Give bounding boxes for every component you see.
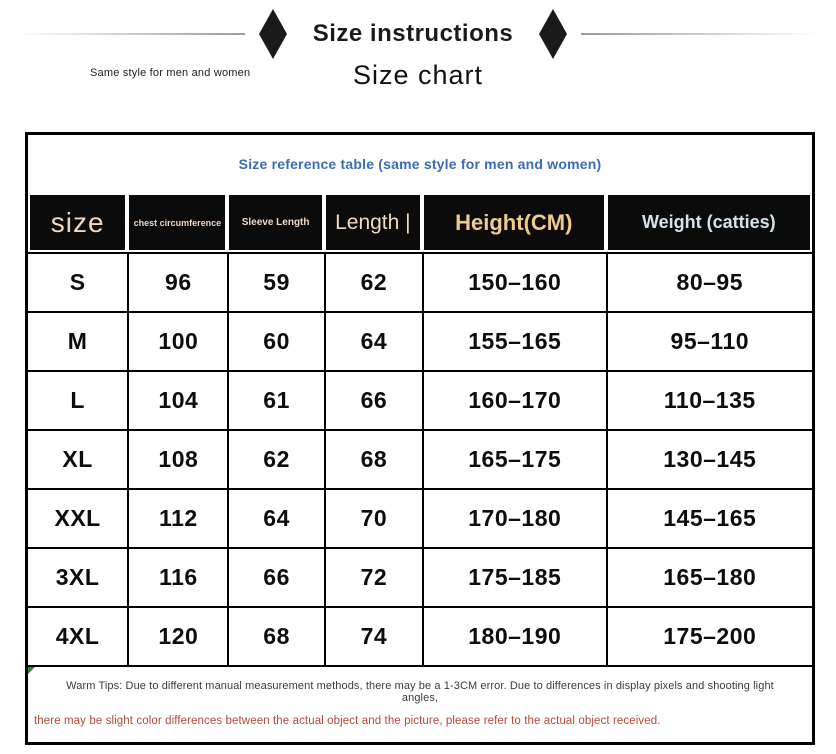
size-chart-subtitle: Size chart — [352, 60, 484, 90]
chest-cell: 96 — [127, 254, 227, 311]
length-cell: 66 — [323, 372, 422, 429]
weight-cell: 80–95 — [605, 254, 812, 311]
height-cell: 160–170 — [421, 372, 606, 429]
size-cell: XL — [62, 446, 93, 472]
sleeve-cell: 66 — [227, 549, 323, 606]
height-cell: 155–165 — [421, 313, 606, 370]
height-cell: 150–160 — [421, 254, 606, 311]
table-caption: Size reference table (same style for men… — [238, 156, 602, 172]
length-cell: 74 — [323, 608, 422, 665]
weight-cell: 110–135 — [605, 372, 812, 429]
sleeve-cell: 62 — [227, 431, 323, 488]
table-row: L 104 61 66 160–170 110–135 — [28, 370, 812, 429]
banner-title: Size instructions — [312, 20, 514, 47]
header-sleeve-length: Sleeve Length — [227, 193, 324, 252]
left-divider-line — [16, 33, 245, 35]
chest-cell: 112 — [127, 490, 227, 547]
table-row: XL 108 62 68 165–175 130–145 — [28, 429, 812, 488]
sleeve-cell: 59 — [227, 254, 323, 311]
unisex-note: Same style for men and women — [90, 67, 251, 79]
height-cell: 165–175 — [421, 431, 606, 488]
size-cell: L — [70, 387, 85, 413]
length-cell: 68 — [323, 431, 422, 488]
weight-cell: 145–165 — [605, 490, 812, 547]
banner: Size instructions — [0, 9, 836, 59]
diamond-icon — [539, 9, 568, 59]
header-chest-circumference: chest circumference — [127, 193, 228, 252]
weight-cell: 165–180 — [605, 549, 812, 606]
diamond-icon — [258, 9, 287, 59]
table-row: XXL 112 64 70 170–180 145–165 — [28, 488, 812, 547]
chest-cell: 100 — [127, 313, 227, 370]
chest-cell: 116 — [127, 549, 227, 606]
sleeve-cell: 68 — [227, 608, 323, 665]
warm-tips-line1: Warm Tips: Due to different manual measu… — [66, 680, 774, 704]
cell-corner-marker — [28, 667, 35, 674]
header-weight-catties: Weight (catties) — [605, 193, 812, 252]
table-row: S 96 59 62 150–160 80–95 — [28, 252, 812, 311]
height-cell: 175–185 — [421, 549, 606, 606]
weight-cell: 175–200 — [605, 608, 812, 665]
header-height-cm: Height(CM) — [421, 193, 606, 252]
header-length: Length | — [323, 193, 422, 252]
sleeve-cell: 60 — [227, 313, 323, 370]
size-cell: 4XL — [55, 623, 100, 649]
size-table: Size reference table (same style for men… — [25, 132, 815, 745]
table-row: 3XL 116 66 72 175–185 165–180 — [28, 547, 812, 606]
size-cell: M — [67, 328, 88, 354]
weight-cell: 130–145 — [605, 431, 812, 488]
table-row: M 100 60 64 155–165 95–110 — [28, 311, 812, 370]
length-cell: 72 — [323, 549, 422, 606]
size-cell: S — [69, 269, 86, 295]
chest-cell: 108 — [127, 431, 227, 488]
header-size: size — [28, 193, 128, 252]
size-cell: 3XL — [55, 564, 100, 590]
table-caption-row: Size reference table (same style for men… — [28, 135, 812, 193]
height-cell: 180–190 — [421, 608, 606, 665]
right-divider-line — [581, 33, 820, 35]
length-cell: 64 — [323, 313, 422, 370]
table-body: S 96 59 62 150–160 80–95 M 100 60 64 155… — [28, 252, 812, 665]
warm-tips-line2: there may be slight color differences be… — [34, 715, 661, 727]
chest-cell: 104 — [127, 372, 227, 429]
length-cell: 70 — [323, 490, 422, 547]
weight-cell: 95–110 — [605, 313, 812, 370]
table-row: 4XL 120 68 74 180–190 175–200 — [28, 606, 812, 665]
size-cell: XXL — [54, 505, 101, 531]
sleeve-cell: 61 — [227, 372, 323, 429]
warm-tips-row: Warm Tips: Due to different manual measu… — [28, 665, 812, 742]
table-header-row: size chest circumference Sleeve Length L… — [28, 193, 812, 252]
length-cell: 62 — [323, 254, 422, 311]
height-cell: 170–180 — [421, 490, 606, 547]
sleeve-cell: 64 — [227, 490, 323, 547]
chest-cell: 120 — [127, 608, 227, 665]
